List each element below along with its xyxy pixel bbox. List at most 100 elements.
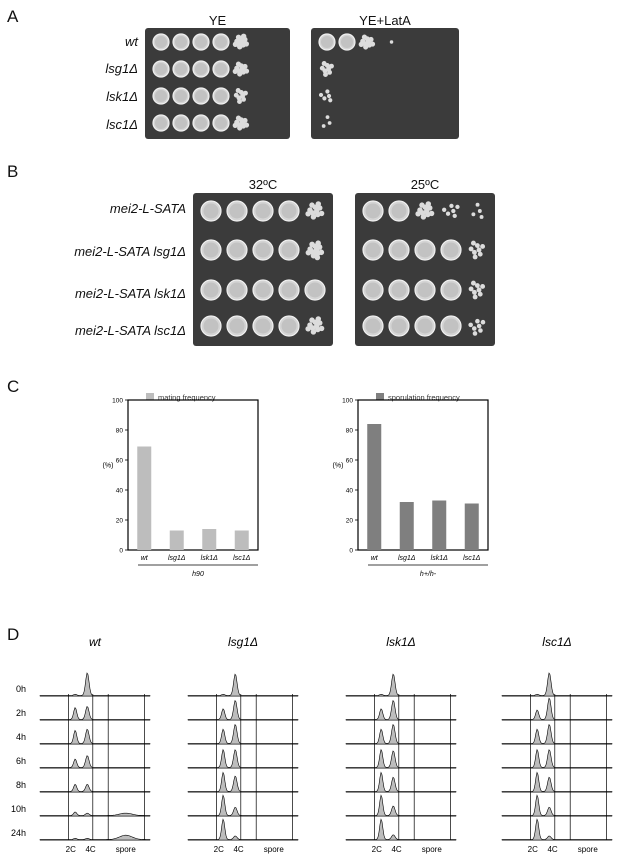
colony-dot (327, 121, 332, 125)
colony-dot (425, 201, 432, 207)
colony-dot (327, 69, 333, 75)
histogram (187, 771, 299, 793)
legend-label: sporulation frequency (388, 393, 460, 402)
y-tick-label: 20 (116, 518, 124, 525)
colony-dot (471, 212, 476, 217)
colony-spot-center (175, 117, 187, 129)
colony-spot-center (203, 282, 219, 298)
colony-spot-center (321, 36, 333, 48)
colony-spot-center (255, 318, 271, 334)
colony-dot (309, 202, 315, 208)
colony-spot-center (155, 117, 167, 129)
colony-dot (472, 294, 478, 300)
colony-dot (472, 289, 477, 295)
y-tick-label: 40 (116, 488, 124, 495)
dna-content-label: 4C (233, 845, 243, 854)
colony-spot-center (341, 36, 353, 48)
histogram (345, 771, 457, 793)
plate-background (311, 28, 459, 139)
colony-dot (318, 210, 325, 217)
plate-background (355, 193, 495, 346)
colony-dot (479, 214, 484, 219)
histogram (187, 699, 299, 721)
panel-a-row-wt: wt (125, 34, 138, 49)
mating-frequency-chart: mating frequency 0 20 40 60 80 100 (%) wt lsg1Δ ls… (103, 393, 259, 578)
colony-dot (477, 251, 483, 257)
y-tick-label: 100 (112, 398, 123, 405)
panel-b-row-3: mei2-L-SATA lsk1Δ (74, 286, 186, 301)
colony-dot (240, 33, 247, 40)
histogram (39, 834, 151, 841)
histogram (39, 705, 151, 721)
colony-spot-center (391, 203, 407, 219)
colony-spot-center (195, 117, 207, 129)
colony-spot-center (281, 282, 297, 298)
colony-spot-center (443, 318, 459, 334)
colony-dot (241, 96, 247, 102)
panel-a-row-lsk1: lsk1Δ (106, 89, 138, 104)
dna-content-label: 2C (66, 845, 76, 854)
histogram (39, 672, 151, 697)
y-tick-label: 60 (116, 458, 124, 465)
x-tick-label: lsk1Δ (431, 555, 448, 562)
colony-spot-center (391, 242, 407, 258)
colony-spot-center (391, 282, 407, 298)
colony-dot (442, 207, 447, 212)
colony-dot (235, 34, 242, 41)
bar (234, 530, 249, 550)
bar (464, 503, 479, 550)
colony-dot (474, 283, 480, 288)
plate-ye-lata (311, 28, 459, 139)
panel-b-letter: B (7, 162, 19, 181)
colony-dot (470, 240, 476, 246)
histogram (187, 723, 299, 745)
histogram (39, 811, 151, 817)
colony-spot-center (255, 203, 271, 219)
colony-dot (329, 63, 334, 69)
colony-dot (472, 331, 478, 336)
dna-content-label: 2C (528, 845, 538, 854)
histogram (345, 673, 457, 697)
y-tick-label: 60 (346, 458, 354, 465)
timepoint-label: 4h (16, 732, 26, 742)
colony-dot (451, 208, 456, 214)
colony-dot (318, 249, 325, 256)
y-tick-label: 0 (349, 548, 353, 555)
colony-dot (472, 254, 478, 260)
colony-dot (232, 68, 238, 74)
colony-spot-center (417, 282, 433, 298)
colony-dot (363, 44, 369, 50)
colony-dot (232, 41, 239, 47)
y-tick-label: 20 (346, 518, 354, 525)
colony-spot-center (195, 90, 207, 102)
colony-spot-center (175, 36, 187, 48)
colony-dot (319, 65, 325, 71)
colony-spot-center (229, 282, 245, 298)
histogram (187, 748, 299, 769)
colony-dot (419, 202, 425, 208)
dna-content-label: 2C (214, 845, 224, 854)
colony-dot (310, 329, 317, 335)
plate-background (145, 28, 290, 139)
y-axis-label: (%) (103, 463, 114, 470)
colony-dot (478, 328, 483, 333)
colony-dot (368, 36, 374, 43)
x-tick-label: lsc1Δ (463, 555, 480, 562)
dna-content-label: 4C (391, 845, 401, 854)
colony-spot-center (195, 63, 207, 75)
plot-frame (127, 399, 259, 551)
legend-label: mating frequency (158, 393, 216, 402)
colony-dot (415, 211, 421, 217)
histogram (345, 748, 457, 769)
sporulation-frequency-chart: sporulation frequency 0 20 40 60 80 100 (%) wt ls… (333, 393, 489, 578)
colony-dot (235, 88, 241, 93)
group-label: h90 (192, 571, 204, 578)
colony-dot (305, 249, 312, 256)
colony-dot (472, 249, 477, 255)
strain-label: wt (89, 635, 102, 649)
panel-a-letter: A (7, 7, 19, 26)
colony-dot (232, 122, 238, 128)
dna-content-label: 4C (85, 845, 95, 854)
colony-spot-center (229, 318, 245, 334)
x-tick-label: lsg1Δ (168, 555, 186, 562)
